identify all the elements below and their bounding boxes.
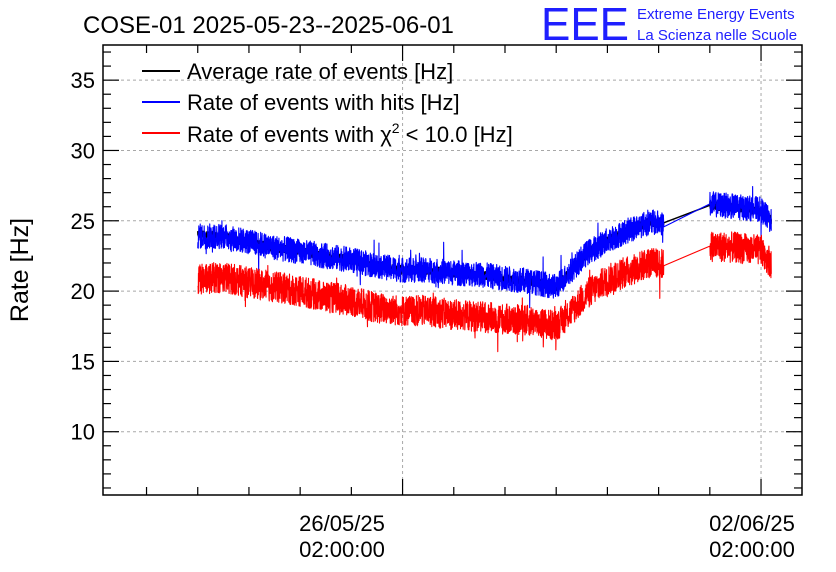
series-line-1	[197, 185, 772, 309]
x-tick-date-0: 26/05/25	[299, 511, 385, 536]
legend-label-average: Average rate of events [Hz]	[187, 59, 453, 84]
eee-logo-mark: EEE	[541, 0, 629, 50]
legend-label-chi2: Rate of events with χ2 < 10.0 [Hz]	[187, 120, 513, 147]
eee-logo: EEE Extreme Energy Events La Scienza nel…	[541, 0, 797, 50]
logo-line-2: La Scienza nelle Scuole	[637, 27, 797, 44]
logo-line-1: Extreme Energy Events	[637, 6, 795, 23]
y-tick-label-1: 15	[71, 349, 95, 374]
plot-frame	[102, 44, 803, 496]
chart-title: COSE-01 2025-05-23--2025-06-01	[83, 12, 454, 39]
series-line-2	[197, 231, 772, 353]
x-tick-label-1: 02/06/25 02:00:00	[709, 511, 795, 562]
y-tick-label-3: 25	[71, 209, 95, 234]
axis-ticks	[103, 45, 802, 495]
x-tick-time-1: 02:00:00	[709, 537, 795, 562]
legend: Average rate of events [Hz] Rate of even…	[142, 59, 513, 147]
y-tick-label-4: 30	[71, 138, 95, 163]
x-tick-time-0: 02:00:00	[299, 537, 385, 562]
y-tick-label-2: 20	[71, 279, 95, 304]
y-tick-labels: 10 15 20 25 30 35	[71, 68, 95, 445]
y-tick-label-5: 35	[71, 68, 95, 93]
legend-label-hits: Rate of events with hits [Hz]	[187, 90, 460, 115]
x-tick-date-1: 02/06/25	[709, 511, 795, 536]
series-group	[197, 185, 772, 353]
y-tick-label-0: 10	[71, 420, 95, 445]
x-tick-label-0: 26/05/25 02:00:00	[299, 511, 385, 562]
y-axis-label: Rate [Hz]	[6, 218, 34, 322]
